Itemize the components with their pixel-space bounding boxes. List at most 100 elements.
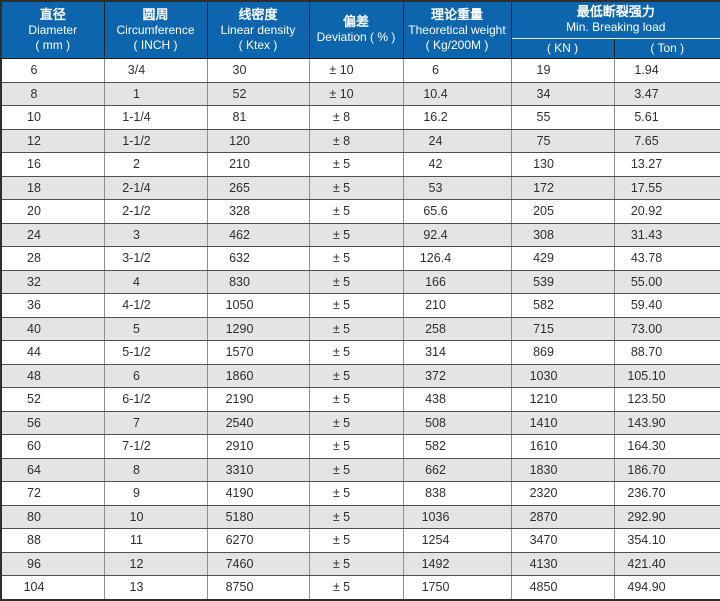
table-row: 88 11 6270 ± 5 1254 3470 354.10 [0, 528, 720, 553]
cell-value: 2190 [225, 392, 254, 407]
cell-value: ± 5 [332, 204, 351, 219]
cell-kn: 55 [510, 105, 615, 130]
cell-value: 1750 [421, 580, 450, 595]
cell-value: 40 [27, 321, 41, 336]
cell-value: 582 [533, 298, 554, 313]
cell-value: ± 10 [329, 86, 354, 101]
cell-kn: 1210 [510, 387, 615, 412]
cell-value: 2-1/4 [122, 180, 151, 195]
cell-kn: 130 [510, 152, 615, 177]
cell-value: 2910 [225, 439, 254, 454]
cell-value: 1036 [421, 509, 450, 524]
cell-value: 32 [27, 274, 41, 289]
cell-value: 172 [533, 180, 554, 195]
cell-linear-density: 1050 [206, 293, 310, 318]
cell-value: 1610 [529, 439, 558, 454]
cell-value: 24 [27, 227, 41, 242]
cell-value: 1-1/2 [122, 133, 151, 148]
cell-deviation: ± 5 [308, 387, 404, 412]
col-header-ton: ( Ton ) [613, 38, 720, 59]
col-header-theoretical-weight: 理论重量 Theoretical weight ( Kg/200M ) [402, 0, 512, 59]
cell-linear-density: 2540 [206, 410, 310, 435]
cell-value: 143.90 [627, 415, 666, 430]
cell-value: 314 [425, 345, 446, 360]
cell-diameter: 44 [0, 340, 105, 365]
cell-value: 8 [133, 462, 140, 477]
cell-deviation: ± 5 [308, 340, 404, 365]
cell-value: 10 [129, 509, 144, 524]
cell-value: 11 [130, 533, 143, 548]
cell-deviation: ± 5 [308, 152, 404, 177]
cell-value: ± 5 [332, 439, 351, 454]
cell-theoretical-weight: 314 [402, 340, 512, 365]
cell-deviation: ± 5 [308, 222, 404, 247]
cell-value: 6 [133, 368, 140, 383]
cell-value: 1210 [529, 392, 558, 407]
cell-diameter: 36 [0, 293, 105, 318]
cell-value: 4190 [225, 486, 254, 501]
cell-value: ± 5 [332, 227, 351, 242]
col-header-theoretical-weight-unit: ( Kg/200M ) [425, 37, 489, 52]
cell-diameter: 56 [0, 410, 105, 435]
cell-value: 2870 [529, 509, 558, 524]
col-header-linear-density: 线密度 Linear density ( Ktex ) [206, 0, 310, 59]
table-row: 18 2-1/4 265 ± 5 53 172 17.55 [0, 175, 720, 200]
cell-value: 52 [27, 392, 41, 407]
table-row: 96 12 7460 ± 5 1492 4130 421.40 [0, 551, 720, 576]
cell-value: 9 [133, 486, 140, 501]
cell-theoretical-weight: 24 [402, 128, 512, 153]
cell-value: 2 [133, 157, 140, 172]
table-row: 60 7-1/2 2910 ± 5 582 1610 164.30 [0, 434, 720, 459]
cell-value: 30 [232, 63, 247, 78]
cell-circumference: 3/4 [103, 58, 208, 83]
cell-value: 186.70 [627, 462, 666, 477]
cell-value: ± 5 [332, 580, 351, 595]
cell-kn: 715 [510, 316, 615, 341]
cell-value: 210 [425, 298, 446, 313]
cell-value: 52 [232, 86, 247, 101]
col-header-diameter-zh: 直径 [39, 6, 66, 22]
cell-value: ± 5 [332, 533, 351, 548]
cell-linear-density: 2190 [206, 387, 310, 412]
cell-value: 6270 [225, 533, 254, 548]
table-row: 10 1-1/4 81 ± 8 16.2 55 5.61 [0, 105, 720, 130]
cell-value: 4130 [529, 556, 558, 571]
cell-kn: 2320 [510, 481, 615, 506]
cell-value: 662 [425, 462, 446, 477]
cell-value: 236.70 [627, 486, 666, 501]
cell-value: 130 [533, 157, 554, 172]
cell-diameter: 104 [0, 575, 105, 600]
cell-diameter: 10 [0, 105, 105, 130]
cell-value: 96 [27, 556, 41, 571]
col-header-circumference: 圆周 Circumference ( INCH ) [103, 0, 208, 59]
cell-circumference: 4 [103, 269, 208, 294]
cell-theoretical-weight: 1036 [402, 504, 512, 529]
cell-linear-density: 7460 [206, 551, 310, 576]
cell-value: 1860 [225, 368, 254, 383]
cell-value: 494.90 [627, 580, 666, 595]
cell-value: 7.65 [634, 133, 659, 148]
cell-ton: 143.90 [613, 410, 720, 435]
col-header-diameter-en: Diameter [28, 22, 78, 37]
cell-value: 75 [536, 133, 551, 148]
cell-value: ± 5 [332, 157, 351, 172]
cell-value: 53 [428, 180, 443, 195]
cell-kn: 205 [510, 199, 615, 224]
cell-ton: 105.10 [613, 363, 720, 388]
cell-circumference: 5-1/2 [103, 340, 208, 365]
cell-value: ± 5 [332, 251, 351, 266]
cell-value: 539 [533, 274, 554, 289]
cell-value: 1-1/4 [122, 110, 151, 125]
cell-diameter: 96 [0, 551, 105, 576]
cell-ton: 1.94 [613, 58, 720, 83]
cell-kn: 19 [510, 58, 615, 83]
cell-kn: 429 [510, 246, 615, 271]
cell-linear-density: 1570 [206, 340, 310, 365]
cell-value: 43.78 [630, 251, 663, 266]
cell-value: 2-1/2 [122, 204, 151, 219]
cell-diameter: 48 [0, 363, 105, 388]
cell-theoretical-weight: 53 [402, 175, 512, 200]
table-row: 48 6 1860 ± 5 372 1030 105.10 [0, 363, 720, 388]
cell-ton: 59.40 [613, 293, 720, 318]
